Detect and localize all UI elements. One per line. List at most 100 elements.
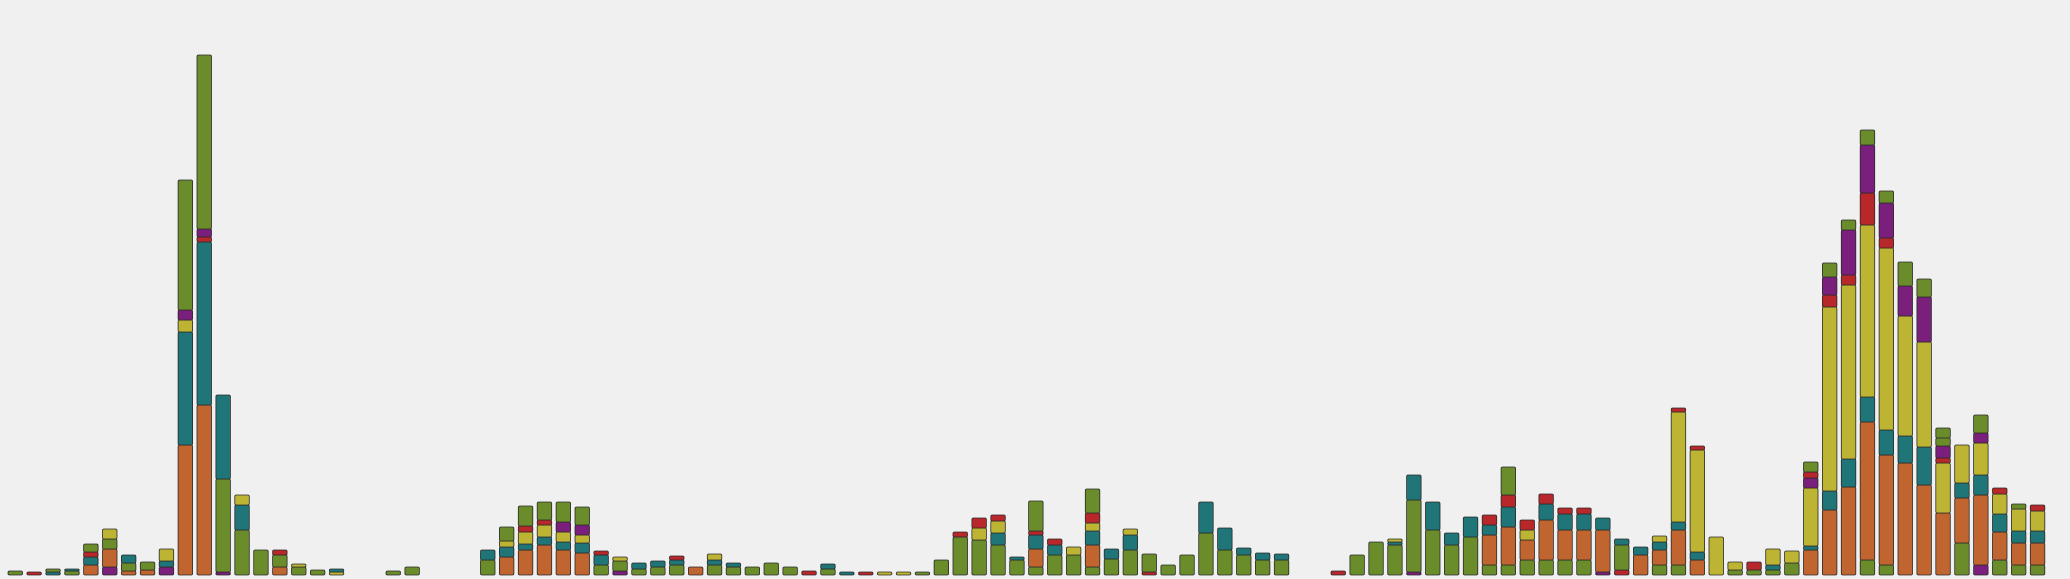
bar-44-segment-0 [820, 568, 836, 576]
bar-93-segment-0 [1746, 569, 1762, 576]
bar-50-segment-0 [933, 559, 949, 576]
bar-103-segment-2 [1935, 457, 1951, 464]
bar-11 [196, 54, 212, 576]
bar-32-segment-1 [593, 554, 609, 566]
bar-13 [234, 494, 250, 576]
bar-38-segment-0 [706, 564, 723, 576]
bar-51-segment-1 [952, 531, 968, 538]
bar-66-segment-1 [1236, 547, 1252, 556]
bar-103 [1935, 427, 1951, 576]
bar-39-segment-1 [725, 562, 742, 568]
bar-101-segment-3 [1897, 285, 1913, 317]
bar-53-segment-3 [990, 514, 1006, 522]
bar-86-segment-1 [1614, 544, 1630, 571]
bar-74-segment-1 [1387, 541, 1403, 546]
bar-9-segment-0 [158, 566, 175, 576]
bar-37-segment-0 [688, 566, 704, 576]
bar-11-segment-1 [196, 241, 212, 406]
bar-95-segment-0 [1784, 562, 1800, 576]
bar-60 [1122, 528, 1138, 576]
bar-28-segment-2 [517, 531, 534, 545]
bar-90 [1689, 445, 1705, 576]
bar-60-segment-0 [1122, 549, 1138, 576]
bar-54-segment-1 [1009, 556, 1025, 561]
bar-13-segment-1 [234, 504, 250, 531]
bar-56-segment-2 [1047, 538, 1063, 546]
bar-4-segment-1 [64, 568, 80, 572]
bar-79 [1481, 514, 1498, 576]
bar-35 [650, 560, 666, 576]
bar-27-segment-2 [498, 540, 515, 548]
bar-48-segment-0 [895, 571, 912, 576]
bar-48 [895, 571, 912, 576]
bar-35-segment-1 [650, 560, 666, 568]
bar-1-segment-0 [7, 570, 23, 576]
bar-9-segment-1 [158, 560, 175, 568]
bar-8-segment-0 [139, 569, 156, 576]
bar-84-segment-0 [1576, 559, 1592, 576]
bar-30 [555, 501, 571, 576]
bar-105-segment-1 [1973, 494, 1989, 566]
bar-107-segment-2 [2011, 530, 2027, 544]
bar-79-segment-2 [1481, 524, 1498, 536]
bar-99-segment-4 [1859, 192, 1876, 226]
bar-99-segment-6 [1859, 129, 1876, 146]
bar-36-segment-1 [669, 559, 685, 566]
bar-30-segment-2 [555, 531, 571, 543]
bar-27 [498, 526, 515, 576]
bar-102-segment-1 [1916, 446, 1932, 486]
bar-40-segment-0 [744, 566, 760, 576]
bar-21 [385, 570, 401, 576]
bar-57-segment-1 [1066, 546, 1082, 556]
bar-75-segment-2 [1406, 474, 1422, 501]
bar-66-segment-0 [1236, 554, 1252, 576]
bar-18-segment-0 [328, 571, 345, 576]
bar-36 [669, 555, 685, 576]
bar-87 [1633, 546, 1649, 576]
bar-93 [1746, 561, 1762, 576]
bar-74-segment-0 [1387, 544, 1403, 576]
bar-5-segment-2 [83, 551, 99, 558]
bar-36-segment-0 [669, 564, 685, 576]
bar-88 [1651, 535, 1668, 576]
bar-8-segment-1 [139, 561, 156, 571]
bar-100-segment-0 [1878, 564, 1894, 576]
bar-94 [1765, 548, 1781, 576]
bar-33 [612, 556, 628, 576]
bar-54 [1009, 556, 1025, 576]
bar-89-segment-0 [1670, 564, 1687, 576]
bar-75-segment-0 [1406, 571, 1422, 576]
bar-7-segment-1 [121, 562, 137, 572]
bar-53 [990, 514, 1006, 576]
bar-98-segment-3 [1840, 274, 1857, 286]
bar-101-segment-2 [1897, 315, 1913, 437]
bar-89-segment-4 [1670, 407, 1687, 413]
bar-34-segment-1 [631, 562, 647, 570]
bar-90-segment-2 [1689, 449, 1705, 553]
bar-100-segment-5 [1878, 202, 1894, 239]
bar-30-segment-3 [555, 521, 571, 533]
bar-55-segment-4 [1028, 500, 1044, 532]
bar-91-segment-0 [1708, 536, 1724, 576]
bar-85-segment-1 [1595, 529, 1611, 573]
bar-103-segment-4 [1935, 437, 1951, 447]
bar-68 [1273, 553, 1290, 576]
bar-31-segment-0 [574, 552, 590, 576]
bar-66 [1236, 547, 1252, 576]
bar-30-segment-4 [555, 501, 571, 523]
bar-96 [1803, 461, 1819, 576]
bar-4-segment-0 [64, 570, 80, 576]
bar-64 [1198, 501, 1214, 576]
bar-59-segment-1 [1103, 548, 1120, 560]
bar-65 [1217, 527, 1233, 576]
bar-97-segment-0 [1822, 509, 1838, 576]
bar-74 [1387, 538, 1403, 576]
bar-63-segment-0 [1179, 554, 1195, 576]
bar-96-segment-1 [1803, 545, 1819, 551]
bar-42-segment-0 [782, 566, 798, 576]
bar-38-segment-1 [706, 559, 723, 566]
bar-32-segment-2 [593, 550, 609, 556]
bar-27-segment-0 [498, 556, 515, 576]
bar-89-segment-1 [1670, 529, 1687, 566]
